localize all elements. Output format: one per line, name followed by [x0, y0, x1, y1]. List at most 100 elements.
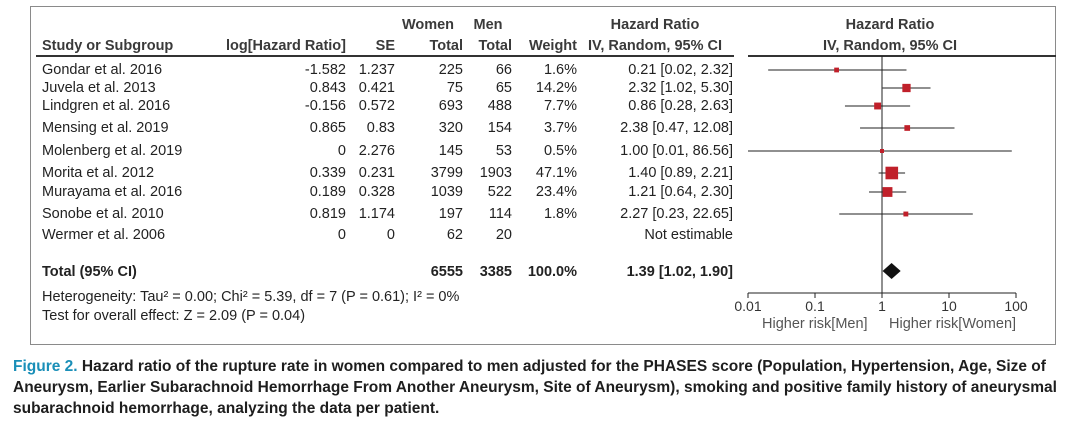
se-column-header: SE [375, 38, 395, 54]
hr-ci-value: 1.40 [0.89, 2.21] [628, 165, 733, 181]
x-tick-label: 0.01 [734, 298, 761, 314]
total-women: 6555 [430, 264, 463, 280]
women-total: 3799 [430, 165, 463, 181]
axis-label-men: Higher risk[Men] [762, 316, 868, 332]
women-total: 693 [438, 98, 463, 114]
men-total: 65 [495, 80, 512, 96]
caption-text: Hazard ratio of the rupture rate in wome… [13, 358, 1057, 417]
men-total: 522 [487, 184, 512, 200]
x-tick-label: 0.1 [805, 298, 825, 314]
study-name: Juvela et al. 2013 [42, 80, 156, 96]
se-value: 1.174 [358, 206, 395, 222]
hr-ci-value: 1.00 [0.01, 86.56] [620, 143, 733, 159]
loghr-value: -0.156 [304, 98, 346, 114]
heterogeneity-note: Heterogeneity: Tau² = 0.00; Chi² = 5.39,… [42, 289, 460, 305]
women-total: 225 [438, 62, 463, 78]
study-name: Murayama et al. 2016 [42, 184, 183, 200]
weight-value: 0.5% [543, 143, 577, 159]
se-value: 0.83 [366, 120, 395, 136]
loghr-column-header: log[Hazard Ratio] [225, 38, 346, 54]
total-men: 3385 [479, 264, 512, 280]
weight-value: 14.2% [535, 80, 577, 96]
header-rule-table [36, 55, 734, 57]
pooled-diamond [882, 263, 901, 279]
men-total: 20 [495, 227, 512, 243]
loghr-value: 0.843 [309, 80, 346, 96]
loghr-value: 0.865 [309, 120, 346, 136]
loghr-value: 0.819 [309, 206, 346, 222]
weight-value: 1.6% [543, 62, 577, 78]
weight-column-header: Weight [528, 38, 577, 54]
hr-ci-value: 1.21 [0.64, 2.30] [628, 184, 733, 200]
study-name: Morita et al. 2012 [42, 165, 155, 181]
women-total: 320 [438, 120, 463, 136]
hr-ci-value: Not estimable [644, 227, 733, 243]
hr-ci-value: 0.86 [0.28, 2.63] [628, 98, 733, 114]
study-name: Gondar et al. 2016 [42, 62, 163, 78]
point-estimate [903, 211, 909, 217]
study-column-header: Study or Subgroup [42, 38, 174, 54]
x-tick-label: 1 [878, 298, 886, 314]
point-estimate [904, 125, 911, 131]
se-value: 0.572 [358, 98, 395, 114]
total-hr-ci: 1.39 [1.02, 1.90] [626, 264, 733, 280]
loghr-value: 0.339 [309, 165, 346, 181]
loghr-value: 0 [337, 143, 346, 159]
men-total-header: Total [478, 38, 512, 54]
figure-frame [30, 6, 1056, 345]
se-value: 0 [386, 227, 395, 243]
hr-ci-value: 2.38 [0.47, 12.08] [620, 120, 733, 136]
point-estimate [880, 149, 884, 153]
men-total: 154 [487, 120, 512, 136]
se-value: 0.421 [358, 80, 395, 96]
hr-ci-value: 2.27 [0.23, 22.65] [620, 206, 733, 222]
se-value: 1.237 [358, 62, 395, 78]
study-name: Lindgren et al. 2016 [42, 98, 171, 114]
weight-value: 23.4% [535, 184, 577, 200]
plot-header: Hazard Ratio [845, 17, 935, 33]
weight-value: 47.1% [535, 165, 577, 181]
women-total-header: Total [429, 38, 463, 54]
women-total: 145 [438, 143, 463, 159]
total-label: Total (95% CI) [42, 264, 137, 280]
total-weight: 100.0% [527, 264, 577, 280]
point-estimate [882, 187, 893, 197]
men-header: Men [473, 17, 503, 33]
women-total: 197 [438, 206, 463, 222]
caption-label: Figure 2. [13, 358, 78, 375]
men-total: 488 [487, 98, 512, 114]
se-value: 0.328 [358, 184, 395, 200]
se-value: 2.276 [358, 143, 395, 159]
se-value: 0.231 [358, 165, 395, 181]
hr-ci-value: 0.21 [0.02, 2.32] [628, 62, 733, 78]
women-total: 75 [446, 80, 463, 96]
point-estimate [885, 166, 899, 180]
overall-effect-note: Test for overall effect: Z = 2.09 (P = 0… [42, 308, 306, 324]
header-rule-plot [748, 55, 1056, 57]
men-total: 66 [495, 62, 512, 78]
point-estimate [834, 67, 839, 73]
men-total: 53 [495, 143, 512, 159]
weight-value: 7.7% [543, 98, 577, 114]
men-total: 114 [488, 206, 512, 222]
plot-ci-header: IV, Random, 95% CI [822, 38, 958, 54]
women-total: 62 [446, 227, 463, 243]
weight-value: 1.8% [543, 206, 577, 222]
hr-header: Hazard Ratio [610, 17, 700, 33]
women-header: Women [401, 17, 455, 33]
study-name: Mensing et al. 2019 [42, 120, 169, 136]
loghr-value: -1.582 [304, 62, 346, 78]
hr-ci-value: 2.32 [1.02, 5.30] [628, 80, 733, 96]
figure-caption: Figure 2. Hazard ratio of the rupture ra… [13, 356, 1073, 419]
x-tick-label: 10 [941, 298, 957, 314]
hr-ci-header: IV, Random, 95% CI [587, 38, 723, 54]
weight-value: 3.7% [543, 120, 577, 136]
x-tick-label: 100 [1004, 298, 1028, 314]
study-name: Wermer et al. 2006 [42, 227, 166, 243]
loghr-value: 0 [337, 227, 346, 243]
men-total: 1903 [479, 165, 512, 181]
women-total: 1039 [430, 184, 463, 200]
axis-label-women: Higher risk[Women] [889, 316, 1017, 332]
point-estimate [902, 83, 911, 93]
